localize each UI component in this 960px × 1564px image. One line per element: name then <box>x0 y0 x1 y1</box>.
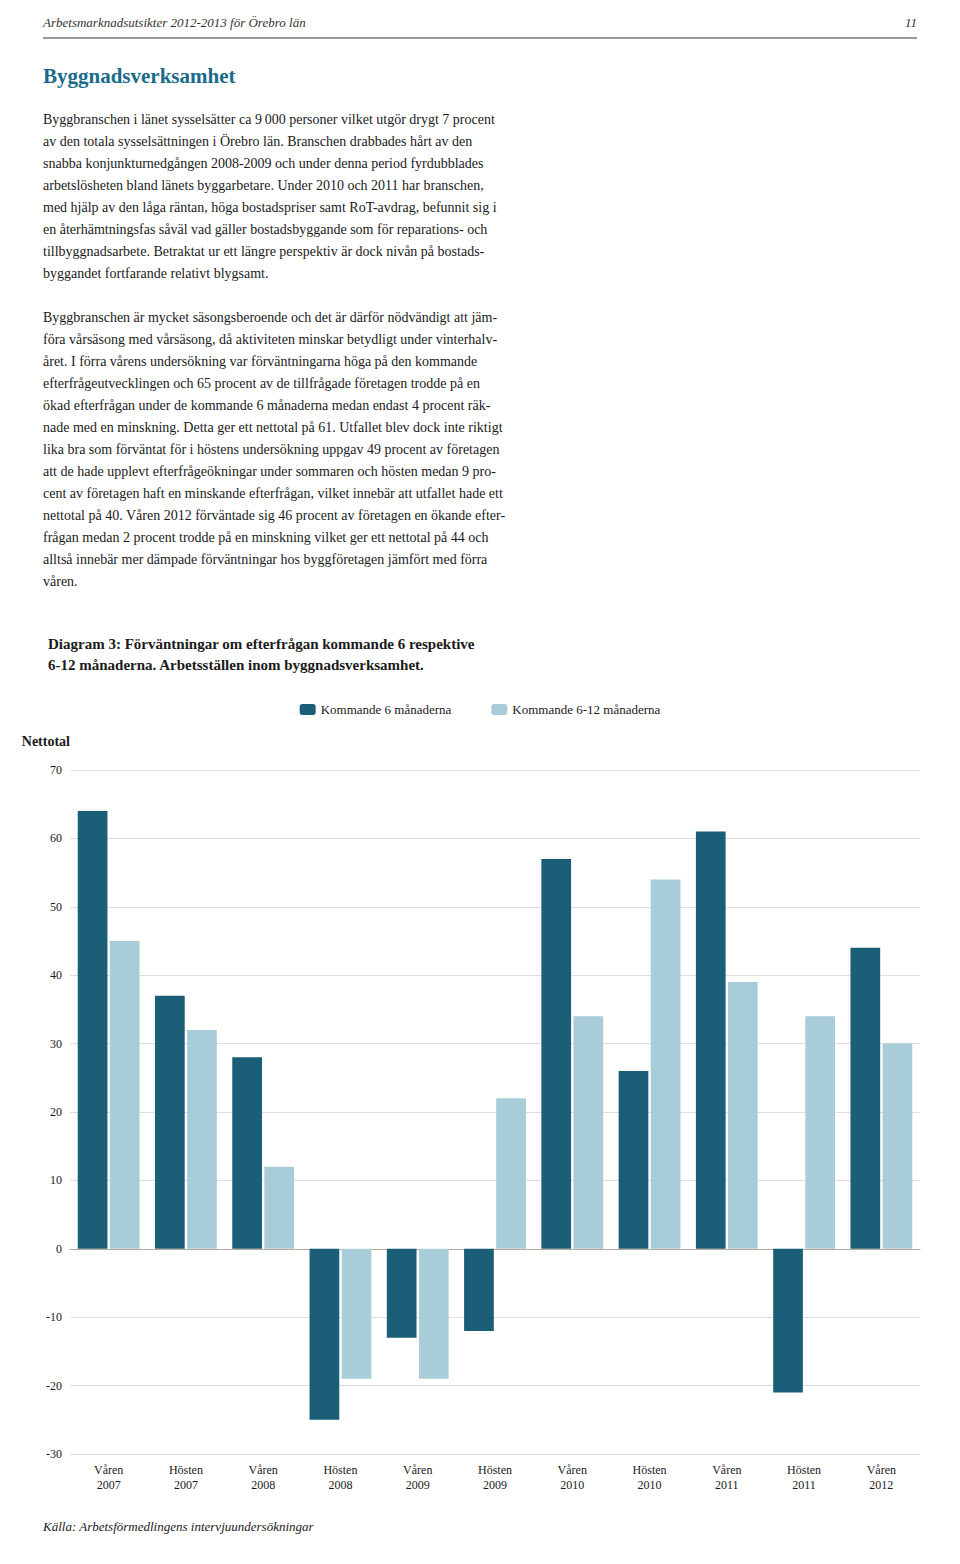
svg-text:2008: 2008 <box>251 1478 275 1492</box>
svg-text:våren.: våren. <box>43 574 78 589</box>
svg-text:Våren: Våren <box>94 1463 123 1477</box>
svg-text:11: 11 <box>905 15 917 30</box>
svg-text:Hösten: Hösten <box>787 1463 821 1477</box>
svg-text:cent av företagen haft en mins: cent av företagen haft en minskande efte… <box>43 486 503 501</box>
svg-text:2009: 2009 <box>483 1478 507 1492</box>
svg-text:2010: 2010 <box>638 1478 662 1492</box>
svg-text:att de hade upplevt efterfråge: att de hade upplevt efterfrågeökningar u… <box>43 464 496 479</box>
svg-text:-20: -20 <box>46 1379 62 1393</box>
svg-text:lika bra som förväntat för i h: lika bra som förväntat för i höstens und… <box>43 442 499 457</box>
svg-text:Arbetsmarknadsutsikter 2012-20: Arbetsmarknadsutsikter 2012-2013 för Öre… <box>42 15 306 30</box>
svg-text:2007: 2007 <box>97 1478 121 1492</box>
svg-text:Nettotal: Nettotal <box>22 734 70 749</box>
svg-text:efterfrågeutvecklingen och 65: efterfrågeutvecklingen och 65 procent av… <box>43 376 480 391</box>
svg-text:Våren: Våren <box>249 1463 278 1477</box>
svg-text:Våren: Våren <box>558 1463 587 1477</box>
svg-text:2012: 2012 <box>869 1478 893 1492</box>
svg-text:en återhämtningsfas såväl vad: en återhämtningsfas såväl vad gäller bos… <box>43 222 487 237</box>
svg-text:Byggnadsverksamhet: Byggnadsverksamhet <box>43 64 236 88</box>
svg-text:2011: 2011 <box>715 1478 739 1492</box>
svg-text:Våren: Våren <box>867 1463 896 1477</box>
svg-text:2010: 2010 <box>560 1478 584 1492</box>
svg-text:arbetslösheten bland länets by: arbetslösheten bland länets byggarbetare… <box>43 178 484 193</box>
svg-text:2008: 2008 <box>328 1478 352 1492</box>
svg-text:60: 60 <box>50 831 62 845</box>
svg-text:Hösten: Hösten <box>169 1463 203 1477</box>
svg-text:Hösten: Hösten <box>633 1463 667 1477</box>
svg-text:30: 30 <box>50 1037 62 1051</box>
svg-text:nade med en minskning. Detta g: nade med en minskning. Detta ger ett net… <box>43 420 503 435</box>
svg-text:70: 70 <box>50 763 62 777</box>
svg-text:Hösten: Hösten <box>323 1463 357 1477</box>
svg-text:Källa: Arbetsförmedlingens int: Källa: Arbetsförmedlingens intervjuunder… <box>42 1519 315 1534</box>
svg-text:året. I förra vårens undersökn: året. I förra vårens undersökning var fö… <box>43 354 477 369</box>
svg-text:Våren: Våren <box>712 1463 741 1477</box>
svg-text:-10: -10 <box>46 1310 62 1324</box>
svg-text:Byggbranschen är mycket säsong: Byggbranschen är mycket säsongsberoende … <box>43 310 497 325</box>
svg-text:2011: 2011 <box>792 1478 816 1492</box>
svg-text:av den totala sysselsättningen: av den totala sysselsättningen i Örebro … <box>43 133 472 149</box>
svg-text:nettotal på 40. Våren 2012 för: nettotal på 40. Våren 2012 förväntade si… <box>43 508 505 523</box>
svg-text:20: 20 <box>50 1105 62 1119</box>
svg-text:tillbyggnadsarbete. Betraktat: tillbyggnadsarbete. Betraktat ur ett län… <box>43 244 485 259</box>
svg-text:0: 0 <box>56 1242 62 1256</box>
svg-text:snabba konjunkturnedgången 200: snabba konjunkturnedgången 2008-2009 och… <box>43 156 484 171</box>
svg-text:frågan medan 2 procent trodde: frågan medan 2 procent trodde på en mins… <box>43 530 489 545</box>
svg-text:-30: -30 <box>46 1447 62 1461</box>
svg-text:med hjälp av den låga räntan,: med hjälp av den låga räntan, höga bosta… <box>43 200 497 215</box>
svg-text:Kommande 6-12 månaderna: Kommande 6-12 månaderna <box>512 702 660 717</box>
svg-text:2009: 2009 <box>406 1478 430 1492</box>
svg-text:10: 10 <box>50 1173 62 1187</box>
svg-text:Hösten: Hösten <box>478 1463 512 1477</box>
svg-text:Våren: Våren <box>403 1463 432 1477</box>
svg-text:föra vårsäsong med vårsäsong,: föra vårsäsong med vårsäsong, då aktivit… <box>43 332 497 347</box>
svg-text:Diagram 3: Förväntningar om ef: Diagram 3: Förväntningar om efterfrågan … <box>48 636 475 652</box>
svg-text:alltså innebär mer dämpade för: alltså innebär mer dämpade förväntningar… <box>43 552 488 567</box>
svg-text:40: 40 <box>50 968 62 982</box>
svg-text:ökad efterfrågan under de komm: ökad efterfrågan under de kommande 6 mån… <box>43 398 491 413</box>
svg-text:2007: 2007 <box>174 1478 198 1492</box>
svg-text:Kommande 6 månaderna: Kommande 6 månaderna <box>321 702 452 717</box>
svg-text:byggandet fortfarande relativt: byggandet fortfarande relativt blygsamt. <box>43 266 268 281</box>
svg-text:50: 50 <box>50 900 62 914</box>
svg-text:6-12 månaderna. Arbetsställen: 6-12 månaderna. Arbetsställen inom byggn… <box>48 657 424 673</box>
svg-text:Byggbranschen i länet sysselsä: Byggbranschen i länet sysselsätter ca 9 … <box>43 112 495 127</box>
